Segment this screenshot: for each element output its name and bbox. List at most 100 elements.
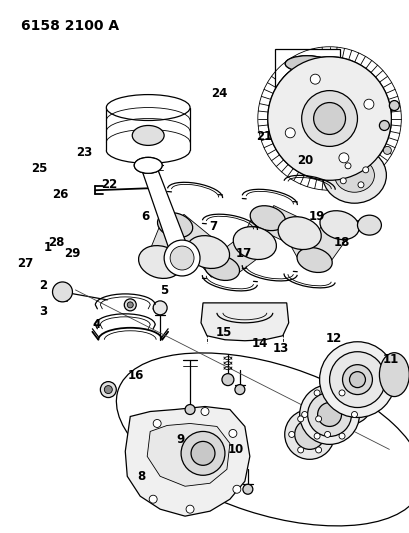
Bar [274, 49, 339, 120]
Text: 15: 15 [215, 326, 231, 340]
Circle shape [242, 484, 252, 494]
Circle shape [297, 416, 303, 422]
Circle shape [104, 385, 112, 393]
Ellipse shape [378, 353, 408, 397]
Text: 2: 2 [39, 279, 47, 292]
Circle shape [181, 431, 225, 475]
Circle shape [313, 433, 319, 439]
Polygon shape [125, 407, 249, 516]
Circle shape [338, 153, 348, 163]
Circle shape [153, 301, 167, 315]
Text: 14: 14 [252, 337, 268, 350]
Text: 22: 22 [101, 177, 117, 191]
Circle shape [149, 495, 157, 503]
Circle shape [382, 147, 391, 155]
Text: 1: 1 [43, 241, 52, 254]
Ellipse shape [334, 158, 373, 192]
Circle shape [344, 163, 350, 169]
Circle shape [339, 178, 346, 184]
Circle shape [301, 91, 357, 147]
Polygon shape [303, 217, 350, 268]
Circle shape [285, 128, 294, 138]
Ellipse shape [327, 385, 371, 424]
Circle shape [184, 405, 195, 415]
Circle shape [317, 402, 341, 426]
Circle shape [191, 441, 214, 465]
Circle shape [100, 382, 116, 398]
Text: 18: 18 [333, 236, 349, 249]
Ellipse shape [357, 215, 380, 235]
Circle shape [297, 447, 303, 453]
Ellipse shape [233, 227, 276, 260]
Circle shape [357, 182, 363, 188]
Circle shape [186, 505, 193, 513]
Polygon shape [147, 220, 188, 267]
Text: 10: 10 [227, 443, 243, 456]
Text: 5: 5 [160, 284, 168, 297]
Ellipse shape [134, 157, 162, 173]
Text: 4: 4 [92, 318, 101, 332]
Circle shape [200, 408, 209, 416]
Polygon shape [140, 165, 191, 258]
Circle shape [338, 433, 344, 439]
Ellipse shape [296, 247, 331, 272]
Circle shape [389, 101, 398, 110]
Text: 23: 23 [76, 146, 92, 159]
Text: 6158 2100 A: 6158 2100 A [20, 19, 119, 33]
Circle shape [232, 485, 240, 493]
Circle shape [319, 342, 394, 417]
Text: 20: 20 [296, 154, 312, 167]
Ellipse shape [204, 255, 239, 280]
Circle shape [315, 416, 321, 422]
Circle shape [348, 372, 364, 387]
Ellipse shape [157, 213, 192, 238]
Circle shape [127, 302, 133, 308]
Circle shape [228, 430, 236, 438]
Polygon shape [287, 227, 326, 267]
Text: 16: 16 [127, 369, 144, 382]
Ellipse shape [132, 125, 164, 146]
Circle shape [315, 447, 321, 453]
Circle shape [284, 409, 334, 459]
Text: 21: 21 [256, 130, 272, 143]
Circle shape [329, 352, 384, 408]
Circle shape [294, 419, 324, 449]
Circle shape [342, 365, 371, 394]
Text: 8: 8 [137, 470, 146, 483]
Polygon shape [242, 212, 279, 249]
Ellipse shape [106, 94, 190, 120]
Circle shape [170, 246, 193, 270]
Circle shape [301, 411, 307, 417]
Circle shape [351, 411, 357, 417]
Text: 3: 3 [39, 305, 47, 318]
Circle shape [307, 393, 351, 437]
Circle shape [124, 299, 136, 311]
Polygon shape [213, 232, 263, 279]
Polygon shape [166, 214, 216, 263]
Circle shape [362, 167, 368, 173]
Text: 11: 11 [382, 353, 398, 366]
Circle shape [363, 99, 373, 109]
Text: 27: 27 [17, 257, 33, 270]
Circle shape [338, 390, 344, 396]
Text: 17: 17 [235, 247, 251, 260]
Polygon shape [147, 423, 229, 486]
Text: 7: 7 [209, 220, 217, 233]
Circle shape [164, 240, 200, 276]
Ellipse shape [319, 211, 358, 239]
Ellipse shape [285, 56, 328, 71]
Circle shape [288, 431, 294, 438]
Ellipse shape [322, 148, 385, 203]
Circle shape [310, 74, 319, 84]
Text: 26: 26 [52, 188, 68, 201]
Text: 25: 25 [31, 161, 47, 175]
Text: 19: 19 [308, 209, 325, 223]
Text: 6: 6 [141, 209, 150, 223]
Circle shape [324, 431, 330, 438]
Polygon shape [197, 243, 232, 277]
Polygon shape [200, 303, 288, 341]
Text: 9: 9 [176, 433, 184, 446]
Circle shape [52, 282, 72, 302]
Text: 13: 13 [272, 342, 288, 356]
Text: 12: 12 [325, 332, 341, 345]
